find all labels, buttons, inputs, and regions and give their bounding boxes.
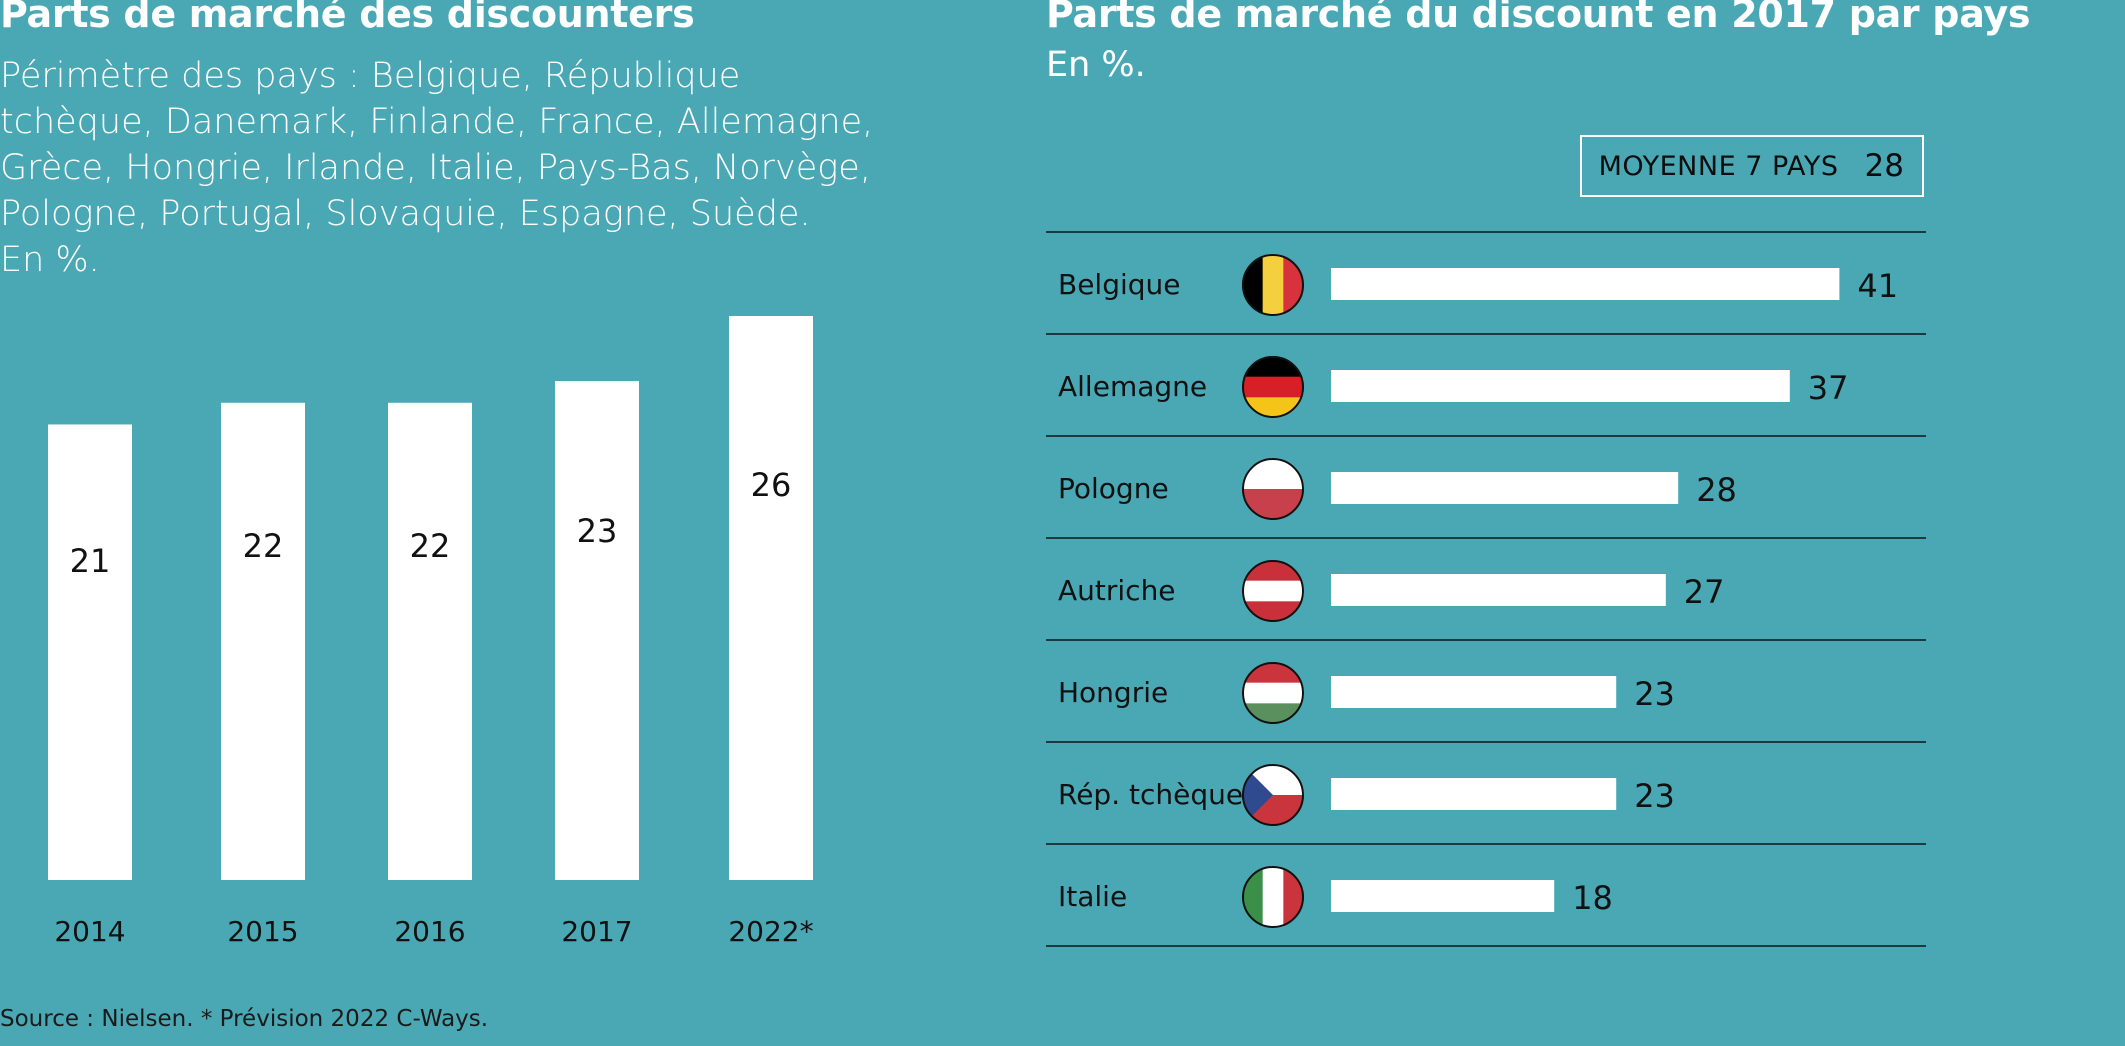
bar-value-label: 27	[1684, 573, 1725, 611]
country-label: Autriche	[1058, 574, 1176, 607]
bar-Pologne	[1331, 472, 1679, 504]
bar-value-label: 22	[243, 527, 284, 565]
right-chart-title: Parts de marché du discount en 2017 par …	[1046, 0, 2031, 36]
category-label: 2016	[394, 915, 465, 948]
right-chart-unit: En %.	[1046, 45, 1146, 85]
bar-2016	[388, 402, 472, 880]
germany-flag-icon	[1242, 356, 1304, 418]
bar-2015	[221, 402, 305, 880]
country-label: Pologne	[1058, 472, 1169, 505]
bar-value-label: 23	[1634, 777, 1675, 815]
bar-value-label: 23	[577, 512, 618, 550]
bar-value-label: 28	[1696, 471, 1737, 509]
left-bar-chart: 21 2014 22 2015 22 2016 23 2017 26 2022*	[48, 316, 814, 948]
average-value: 28	[1864, 148, 1904, 184]
category-label: 2015	[227, 915, 298, 948]
category-label: 2014	[54, 915, 125, 948]
country-label: Allemagne	[1058, 370, 1207, 403]
source-note: Source : Nielsen. * Prévision 2022 C-Way…	[0, 1006, 489, 1032]
bar-value-label: 22	[410, 527, 451, 565]
country-label: Belgique	[1058, 268, 1181, 301]
left-chart-unit: En %.	[0, 240, 100, 280]
left-chart-title: Parts de marché des discounters	[0, 0, 695, 36]
category-label: 2022*	[728, 915, 813, 948]
bar-Hongrie	[1331, 676, 1617, 708]
bar-Italie	[1331, 880, 1555, 912]
bar-value-label: 21	[70, 542, 111, 580]
bar-2017	[555, 381, 639, 880]
average-label: MOYENNE 7 PAYS	[1598, 150, 1839, 182]
bar-value-label: 18	[1572, 879, 1613, 917]
country-label: Hongrie	[1058, 676, 1168, 709]
bar-value-label: 37	[1808, 369, 1849, 407]
bar-value-label: 23	[1634, 675, 1675, 713]
category-label: 2017	[561, 915, 632, 948]
czech-flag-icon	[1242, 764, 1304, 826]
left-chart-subtitle: Périmètre des pays : Belgique, Républiqu…	[0, 53, 880, 283]
bar-value-label: 26	[751, 466, 792, 504]
bar-Allemagne	[1331, 370, 1790, 402]
country-label: Rép. tchèque	[1058, 778, 1243, 811]
bar-value-label: 41	[1857, 267, 1898, 305]
bar-Belgique	[1331, 268, 1840, 300]
bar-Rép. tchèque	[1331, 778, 1617, 810]
bar-Autriche	[1331, 574, 1666, 606]
italy-flag-icon	[1242, 866, 1304, 928]
bar-2014	[48, 424, 132, 880]
austria-flag-icon	[1242, 560, 1304, 622]
hungary-flag-icon	[1242, 662, 1304, 724]
bar-2022*	[729, 316, 813, 880]
average-box: MOYENNE 7 PAYS 28	[1580, 135, 1924, 197]
left-chart-scope: Périmètre des pays : Belgique, Républiqu…	[0, 56, 874, 234]
poland-flag-icon	[1242, 458, 1304, 520]
right-bar-chart: Belgique 41 Allemagne 37 Pologne 28 Autriche 27…	[1046, 231, 1926, 947]
belgium-flag-icon	[1242, 254, 1304, 316]
country-label: Italie	[1058, 880, 1127, 913]
